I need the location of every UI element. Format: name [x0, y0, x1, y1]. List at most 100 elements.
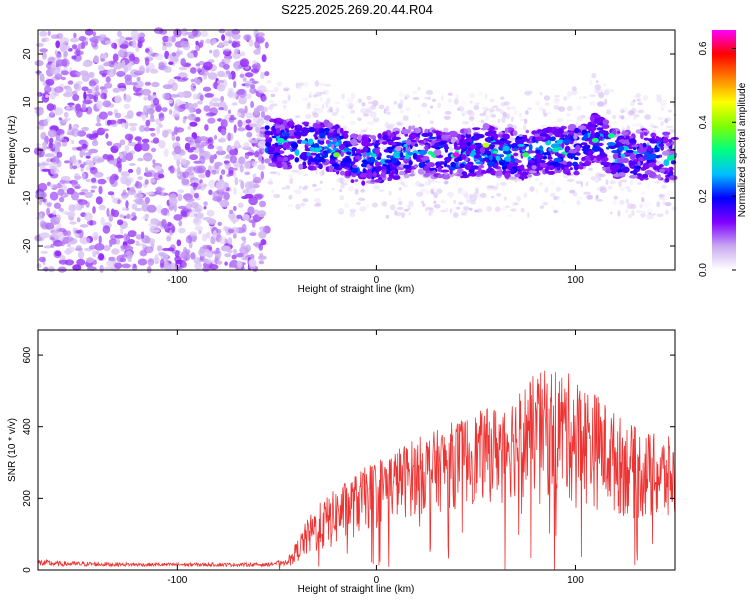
- spectrogram-cell: [177, 166, 181, 175]
- spectrogram-cell: [410, 169, 415, 174]
- spectrogram-cell: [518, 134, 523, 137]
- spectrogram-cell: [453, 98, 459, 105]
- spectrogram-cell: [117, 118, 121, 125]
- spectrogram-cell: [345, 162, 351, 168]
- spectrogram-cell: [441, 134, 446, 140]
- spectrogram-cell: [345, 102, 353, 109]
- spectrogram-cell: [175, 50, 181, 58]
- spectrogram-cell: [470, 165, 479, 170]
- spectrogram-cell: [222, 40, 229, 47]
- spectrogram-cell: [346, 151, 352, 155]
- spectrogram-cell: [412, 97, 420, 100]
- spectrogram-cell: [163, 66, 172, 73]
- spectrogram-cell: [84, 212, 93, 222]
- spectrogram-cell: [502, 145, 510, 152]
- spectrogram-cell: [620, 115, 625, 120]
- spectrogram-cell: [50, 66, 61, 75]
- spectrogram-cell: [555, 97, 559, 103]
- spectrogram-cell: [326, 149, 330, 154]
- spectrogram-cell: [630, 170, 635, 174]
- spectrogram-cell: [632, 99, 636, 103]
- spectrogram-cell: [82, 172, 86, 180]
- spectrogram-cell: [617, 146, 625, 152]
- spectrogram-cell: [264, 71, 270, 77]
- spectrogram-cell: [589, 101, 596, 106]
- spectrogram-cell: [35, 143, 42, 147]
- spectrogram-cell: [59, 43, 67, 53]
- spectrogram-cell: [639, 203, 643, 209]
- spectrogram-cell: [106, 141, 113, 146]
- spectrogram-cell: [555, 186, 561, 192]
- spectrogram-cell: [394, 209, 398, 216]
- spectrogram-cell: [244, 182, 253, 190]
- spectrogram-cell: [103, 62, 110, 67]
- spectrogram-cell: [207, 138, 212, 143]
- spectrogram-cell: [660, 104, 666, 109]
- spectrogram-cell: [550, 143, 560, 149]
- x-tick-label: -100: [167, 575, 187, 586]
- spectrogram-cell: [71, 55, 77, 60]
- spectrogram-cell: [319, 91, 327, 95]
- spectrogram-cell: [495, 140, 505, 145]
- spectrogram-cell: [227, 92, 238, 99]
- spectrogram-cell: [116, 70, 126, 77]
- spectrogram-cell: [143, 96, 148, 101]
- spectrogram-cell: [658, 143, 665, 148]
- spectrogram-cell: [518, 113, 522, 118]
- spectrogram-cell: [385, 105, 390, 112]
- spectrogram-cell: [295, 203, 301, 210]
- spectrogram-cell: [238, 88, 247, 98]
- spectrogram-cell: [605, 88, 612, 92]
- spectrogram-cell: [203, 105, 211, 112]
- spectrogram-cell: [655, 161, 661, 165]
- spectrogram-cell: [469, 207, 473, 211]
- spectrogram-cell: [374, 143, 379, 149]
- spectrogram-cell: [548, 132, 553, 136]
- spectrogram-cell: [369, 111, 377, 118]
- spectrogram-cell: [152, 159, 156, 165]
- spectrogram-cell: [625, 186, 630, 189]
- spectrogram-cell: [449, 131, 459, 138]
- spectrogram-cell: [403, 164, 412, 169]
- spectrogram-cell: [245, 119, 252, 124]
- spectrogram-cell: [589, 94, 597, 98]
- spectrogram-cell: [399, 99, 404, 105]
- spectrogram-cell: [81, 86, 89, 92]
- spectrogram-cell: [205, 169, 211, 178]
- spectrogram-cell: [411, 125, 416, 131]
- spectrogram-cell: [75, 80, 83, 85]
- spectrogram-cell: [376, 156, 382, 161]
- spectrogram-cell: [520, 207, 525, 213]
- spectrogram-cell: [162, 92, 170, 100]
- spectrogram-cell: [380, 201, 388, 207]
- spectrogram-cell: [257, 164, 266, 171]
- spectrogram-cell: [150, 132, 156, 137]
- spectrogram-cell: [178, 220, 183, 227]
- spectrogram-cell: [95, 84, 100, 92]
- spectrogram-cell: [117, 49, 125, 58]
- spectrogram-cell: [633, 150, 639, 155]
- spectrogram-cell: [223, 57, 231, 65]
- spectrogram-cell: [202, 86, 212, 92]
- spectrogram-cell: [340, 151, 345, 157]
- spectrogram-cell: [588, 150, 592, 156]
- spectrogram-cell: [412, 152, 418, 160]
- spectrogram-cell: [44, 85, 52, 94]
- spectrogram-cell: [413, 91, 418, 94]
- spectrogram-cell: [489, 98, 495, 103]
- spectrogram-cell: [651, 213, 657, 216]
- spectrogram-cell: [260, 171, 264, 180]
- spectrogram-cell: [611, 114, 617, 120]
- spectrogram-cell: [633, 165, 642, 170]
- spectrogram-cell: [55, 40, 60, 49]
- spectrogram-cell: [312, 112, 319, 119]
- spectrogram-cell: [239, 51, 246, 57]
- spectrogram-cell: [321, 169, 325, 176]
- spectrogram-cell: [173, 76, 182, 80]
- spectrogram-cell: [187, 125, 192, 131]
- spectrogram-cell: [522, 138, 531, 142]
- spectrogram-cell: [312, 94, 318, 98]
- spectrogram-cell: [399, 152, 404, 158]
- spectrogram-cell: [253, 107, 260, 114]
- spectrogram-cell: [81, 143, 88, 149]
